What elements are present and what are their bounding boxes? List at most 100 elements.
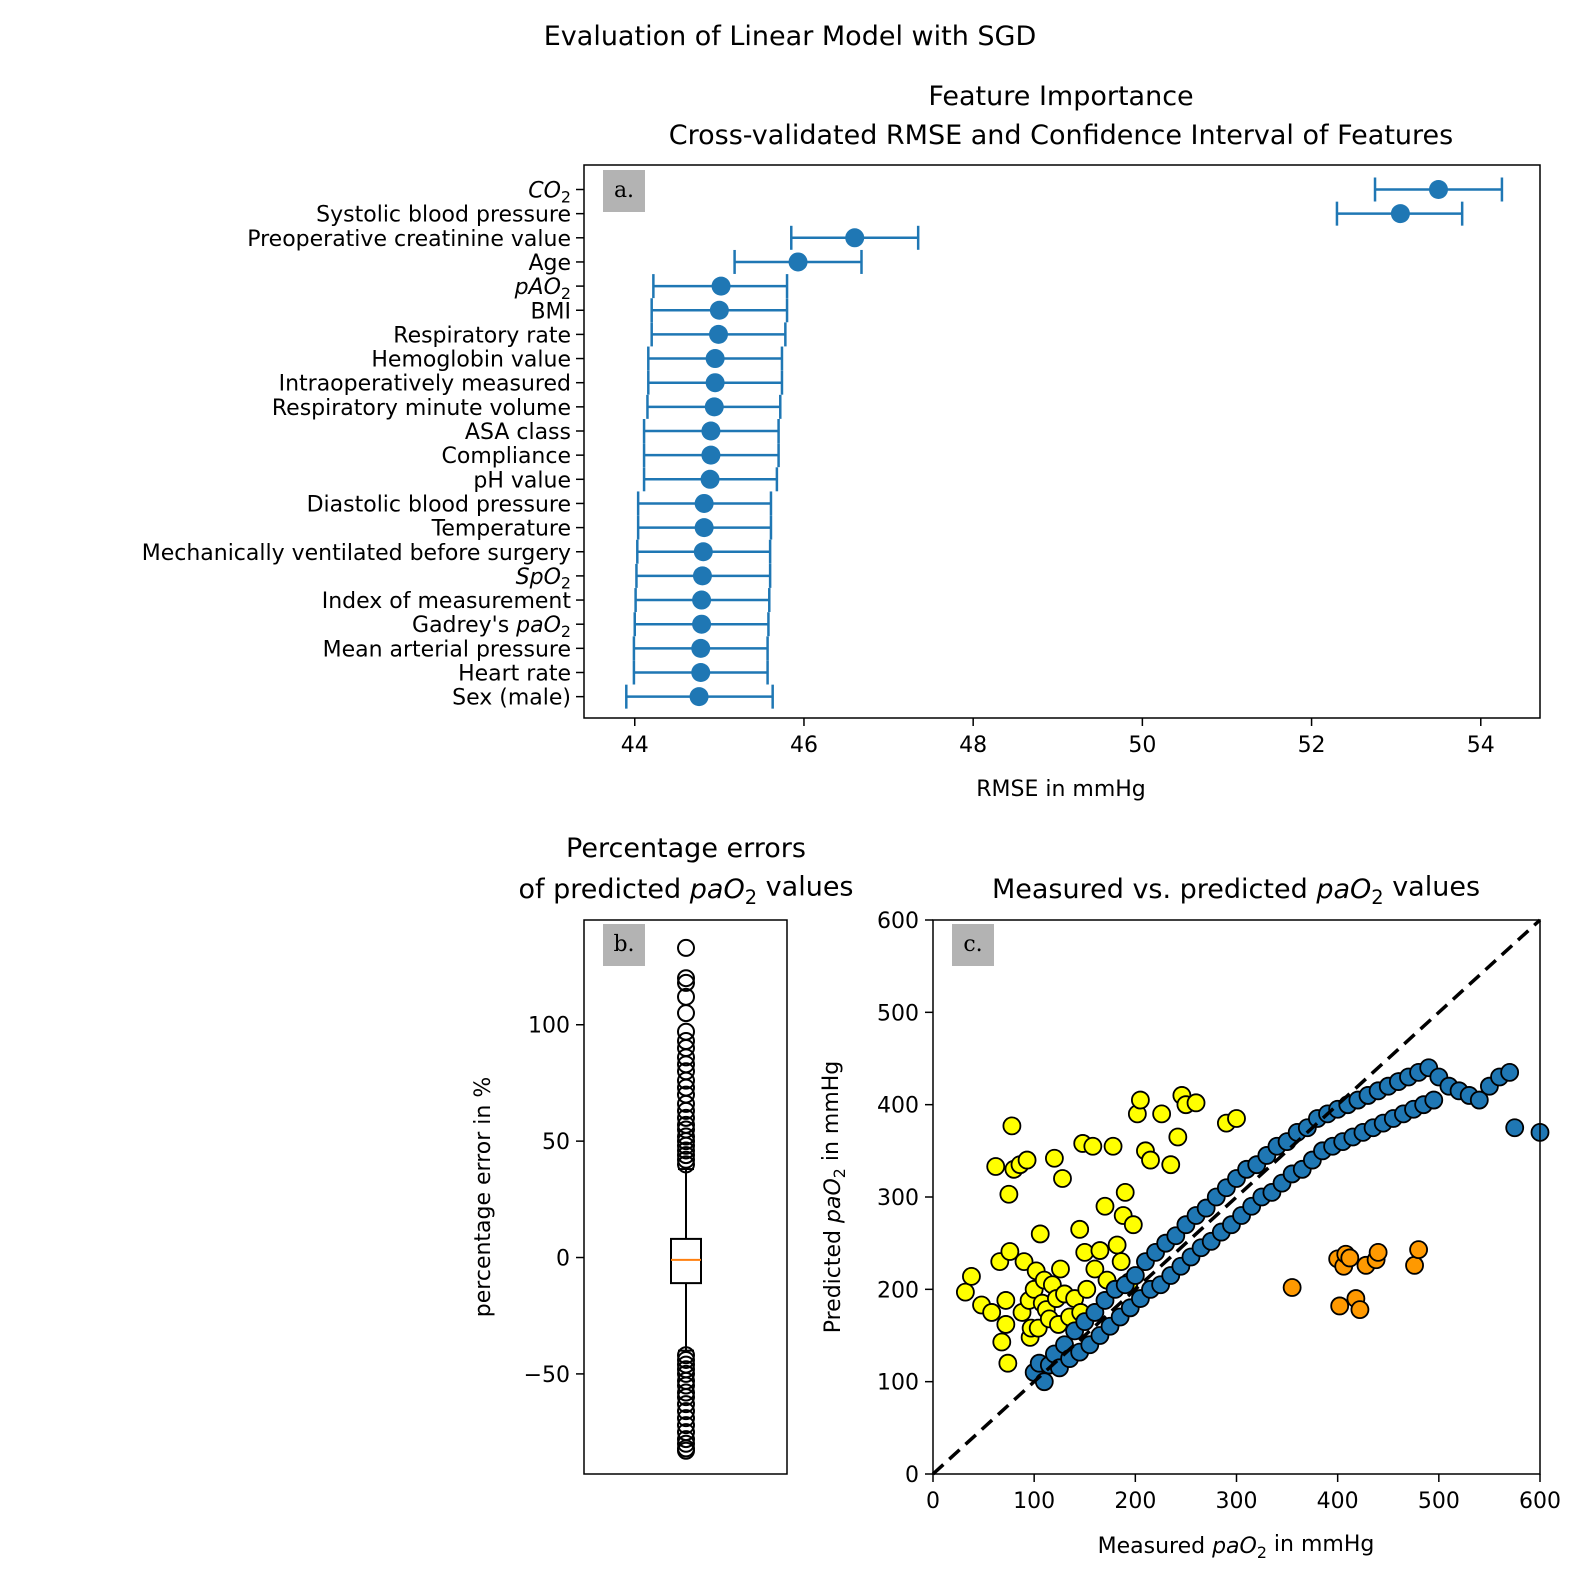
scatter-point	[1405, 1255, 1424, 1275]
scatter-point	[1107, 1235, 1127, 1255]
scatter-point	[1186, 1093, 1206, 1113]
feature-label: Mean arterial pressure	[323, 637, 571, 662]
rmse-point	[1390, 204, 1410, 224]
scatter-point	[1045, 1148, 1064, 1168]
y-tick-label: 50	[542, 1130, 570, 1155]
y-tick-label: 600	[877, 909, 919, 934]
outlier-point	[677, 1150, 695, 1169]
rmse-point	[711, 276, 731, 296]
feature-importance-title: Feature Importance	[928, 81, 1193, 112]
outlier-point	[677, 1085, 695, 1104]
scatter-point	[996, 1291, 1016, 1310]
feature-importance-axes-frame	[583, 164, 1541, 719]
scatter-point	[1168, 1127, 1188, 1147]
feature-label: Age	[528, 251, 571, 276]
feature-label: Temperature	[431, 517, 571, 542]
feature-label: Index of measurement	[322, 589, 572, 614]
outlier-point	[677, 1383, 695, 1402]
scatter-xlabel: Measured paO2 in mmHg	[1098, 1532, 1375, 1562]
rmse-point	[701, 445, 721, 465]
feature-label: BMI	[530, 299, 571, 324]
y-tick-label: 100	[877, 1371, 919, 1396]
scatter-point	[1095, 1196, 1115, 1216]
y-tick-label: 0	[905, 1463, 919, 1488]
outlier-point	[677, 969, 695, 988]
scatter-point	[982, 1303, 1002, 1322]
outlier-point	[677, 938, 695, 957]
scatter-point	[1409, 1240, 1428, 1260]
scatter-point	[962, 1267, 981, 1286]
rmse-point	[705, 373, 725, 393]
rmse-point	[788, 252, 808, 272]
scatter-point	[1350, 1300, 1370, 1320]
feature-label: Mechanically ventilated before surgery	[142, 541, 571, 566]
feature-label: Gadrey's paO2	[412, 613, 571, 641]
x-tick-label: 54	[1467, 733, 1495, 758]
x-tick-label: 400	[1317, 1489, 1359, 1514]
scatter-point	[1085, 1259, 1105, 1279]
rmse-point	[689, 687, 709, 707]
boxplot-title-line1: Percentage errors	[566, 833, 806, 864]
scatter-point	[1103, 1136, 1123, 1156]
panel-b-tag: b.	[613, 932, 634, 957]
scatter-point	[1075, 1243, 1095, 1262]
scatter-point	[1152, 1104, 1172, 1124]
scatter-point	[992, 1332, 1012, 1352]
rmse-point	[845, 228, 865, 248]
scatter-point	[1141, 1150, 1160, 1170]
feature-label: CO2	[528, 179, 571, 207]
rmse-point	[709, 300, 729, 320]
panel-a-tag-box	[603, 170, 645, 212]
scatter-point	[1115, 1182, 1135, 1202]
scatter-point	[1083, 1136, 1103, 1156]
scatter-point	[955, 1282, 975, 1302]
outlier-point	[677, 1388, 695, 1407]
outlier-point	[677, 1127, 695, 1146]
y-tick-label: 0	[556, 1247, 570, 1272]
scatter-point	[1017, 1150, 1037, 1170]
panel-c-tag: c.	[963, 932, 982, 957]
feature-label: Intraoperatively measured	[279, 372, 571, 397]
y-tick-label: 500	[877, 1001, 919, 1026]
outlier-point	[677, 1115, 695, 1134]
scatter-point	[1053, 1169, 1072, 1188]
outlier-point	[677, 1434, 695, 1453]
outlier-point	[677, 1350, 695, 1369]
feature-label: Systolic blood pressure	[316, 203, 571, 228]
scatter-point	[1090, 1241, 1110, 1260]
feature-label: Sex (male)	[452, 686, 571, 711]
scatter-point	[1030, 1224, 1050, 1244]
feature-label: Heart rate	[458, 662, 571, 687]
outlier-point	[677, 1120, 695, 1139]
rmse-point	[705, 349, 725, 369]
feature-label: ASA class	[465, 420, 571, 445]
panel-a-tag: a.	[614, 178, 634, 203]
scatter-point	[1123, 1215, 1143, 1235]
feature-label: pAO2	[514, 275, 571, 303]
outlier-point	[677, 1108, 695, 1127]
scatter-point	[998, 1353, 1018, 1373]
outlier-point	[677, 1416, 695, 1435]
scatter-point	[1051, 1259, 1070, 1279]
scatter-point	[996, 1315, 1016, 1334]
feature-label: Respiratory rate	[393, 323, 571, 348]
outlier-point	[677, 1004, 695, 1023]
scatter-point	[1130, 1090, 1150, 1110]
scatter-title: Measured vs. predicted paO2 values	[992, 872, 1480, 909]
outlier-point	[677, 1062, 695, 1081]
scatter-point	[1000, 1242, 1020, 1261]
boxplot-axes-frame	[583, 919, 788, 1475]
x-tick-label: 600	[1519, 1489, 1561, 1514]
rmse-point	[701, 421, 721, 441]
scatter-point	[1111, 1252, 1131, 1272]
feature-label: SpO2	[516, 565, 571, 593]
outlier-point	[677, 1364, 695, 1383]
x-tick-label: 48	[959, 733, 987, 758]
boxplot-ylabel: percentage error in %	[471, 1077, 496, 1317]
scatter-point	[1500, 1062, 1520, 1082]
x-tick-label: 200	[1114, 1489, 1156, 1514]
feature-label: pH value	[473, 468, 571, 493]
x-tick-label: 300	[1216, 1489, 1258, 1514]
x-tick-label: 52	[1298, 733, 1326, 758]
scatter-point	[1070, 1219, 1090, 1239]
